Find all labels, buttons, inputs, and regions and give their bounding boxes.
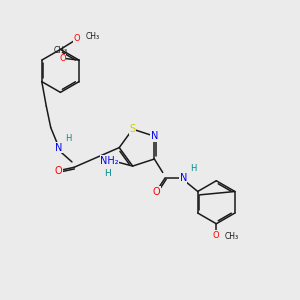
Text: NH₂: NH₂ — [100, 156, 119, 166]
Text: H: H — [190, 164, 196, 173]
Text: H: H — [104, 169, 111, 178]
Text: N: N — [151, 131, 158, 141]
Text: H: H — [65, 134, 72, 143]
Text: CH₃: CH₃ — [85, 32, 99, 41]
Text: S: S — [130, 124, 136, 134]
Text: O: O — [55, 166, 62, 176]
Text: CH₃: CH₃ — [225, 232, 239, 241]
Text: O: O — [213, 231, 220, 240]
Text: O: O — [74, 34, 80, 43]
Text: N: N — [56, 143, 63, 153]
Text: O: O — [153, 187, 160, 197]
Text: N: N — [180, 173, 187, 183]
Text: O: O — [59, 54, 66, 63]
Text: CH₃: CH₃ — [53, 46, 67, 55]
